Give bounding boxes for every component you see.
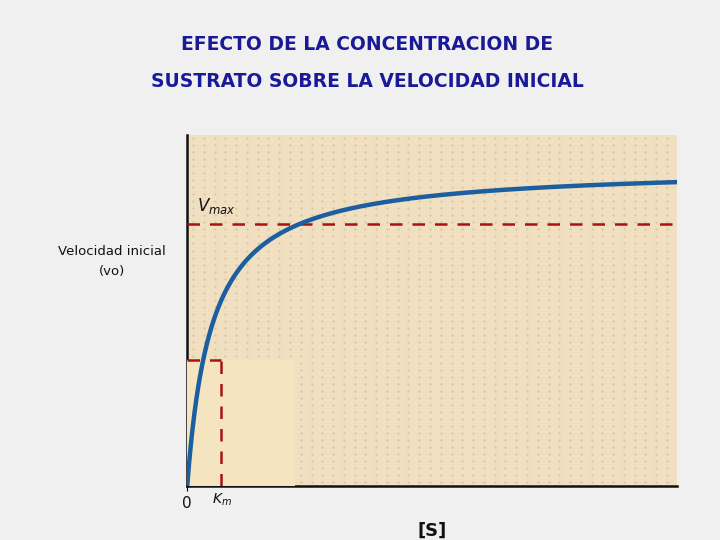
Text: SUSTRATO SOBRE LA VELOCIDAD INICIAL: SUSTRATO SOBRE LA VELOCIDAD INICIAL: [150, 71, 584, 91]
Text: $\it{K}_m$: $\it{K}_m$: [212, 491, 231, 508]
Text: EFECTO DE LA CONCENTRACION DE: EFECTO DE LA CONCENTRACION DE: [181, 35, 553, 54]
Text: Velocidad inicial: Velocidad inicial: [58, 245, 166, 258]
Text: (vo): (vo): [99, 265, 125, 278]
Text: $\it{V}_{max}$: $\it{V}_{max}$: [197, 197, 236, 217]
X-axis label: [S]: [S]: [418, 522, 446, 540]
Bar: [187, 360, 295, 486]
